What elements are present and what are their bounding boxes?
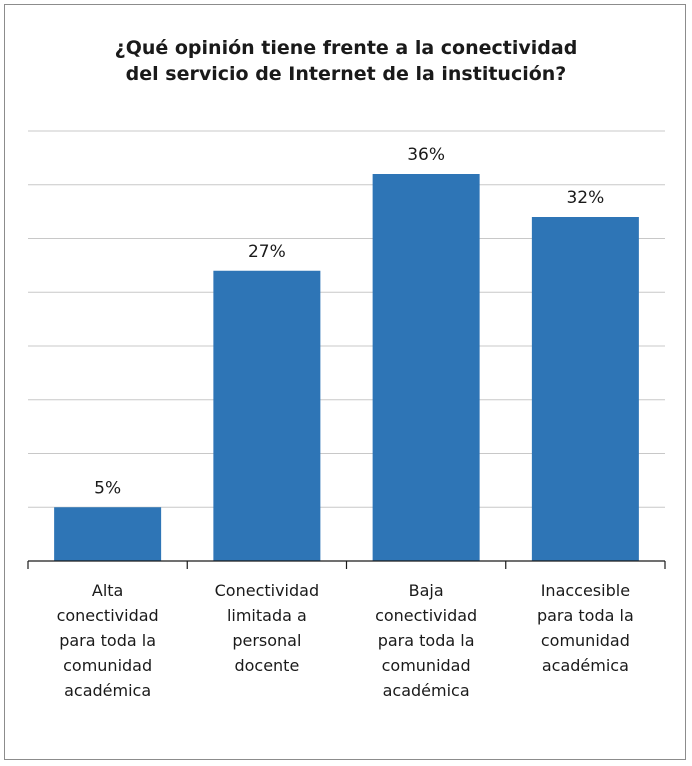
- data-label-2: 36%: [407, 145, 445, 165]
- category-label-1: Conectividad limitada a personal docente: [192, 578, 342, 678]
- category-label-0: Alta conectividad para toda la comunidad aca…: [33, 578, 183, 703]
- data-label-0: 5%: [94, 478, 121, 498]
- data-label-1: 27%: [248, 242, 286, 262]
- category-label-line: para toda la: [377, 631, 475, 650]
- category-label-line: Alta: [91, 581, 124, 600]
- category-label-line: Inaccesible: [540, 581, 631, 600]
- category-label-line: comunidad: [381, 656, 471, 675]
- category-label-line: docente: [234, 656, 300, 675]
- category-label-line: Baja: [408, 581, 444, 600]
- category-label-line: para toda la: [59, 631, 157, 650]
- chart-title-line-1: ¿Qué opinión tiene frente a la conectivi…: [114, 37, 578, 59]
- category-label-line: conectividad: [375, 606, 478, 625]
- category-label-line: académica: [541, 656, 629, 675]
- category-label-line: Conectividad: [214, 581, 320, 600]
- category-label-line: personal: [232, 631, 302, 650]
- category-label-line: académica: [64, 681, 152, 700]
- category-label-3: Inaccesible para toda la comunidad académic…: [510, 578, 660, 678]
- bar-0: [54, 507, 162, 561]
- category-label-line: académica: [382, 681, 470, 700]
- chart-title: ¿Qué opinión tiene frente a la conectivi…: [5, 35, 687, 87]
- category-label-line: comunidad: [63, 656, 153, 675]
- data-label-3: 32%: [566, 188, 604, 208]
- bar-3: [531, 217, 639, 561]
- bar-2: [372, 174, 480, 561]
- category-label-line: limitada a: [226, 606, 307, 625]
- category-label-line: conectividad: [56, 606, 159, 625]
- category-label-line: comunidad: [540, 631, 630, 650]
- bar-1: [213, 270, 321, 561]
- category-label-2: Baja conectividad para toda la comunidad aca…: [351, 578, 501, 703]
- category-label-line: para toda la: [536, 606, 634, 625]
- chart-title-line-2: del servicio de Internet de la instituci…: [125, 63, 567, 85]
